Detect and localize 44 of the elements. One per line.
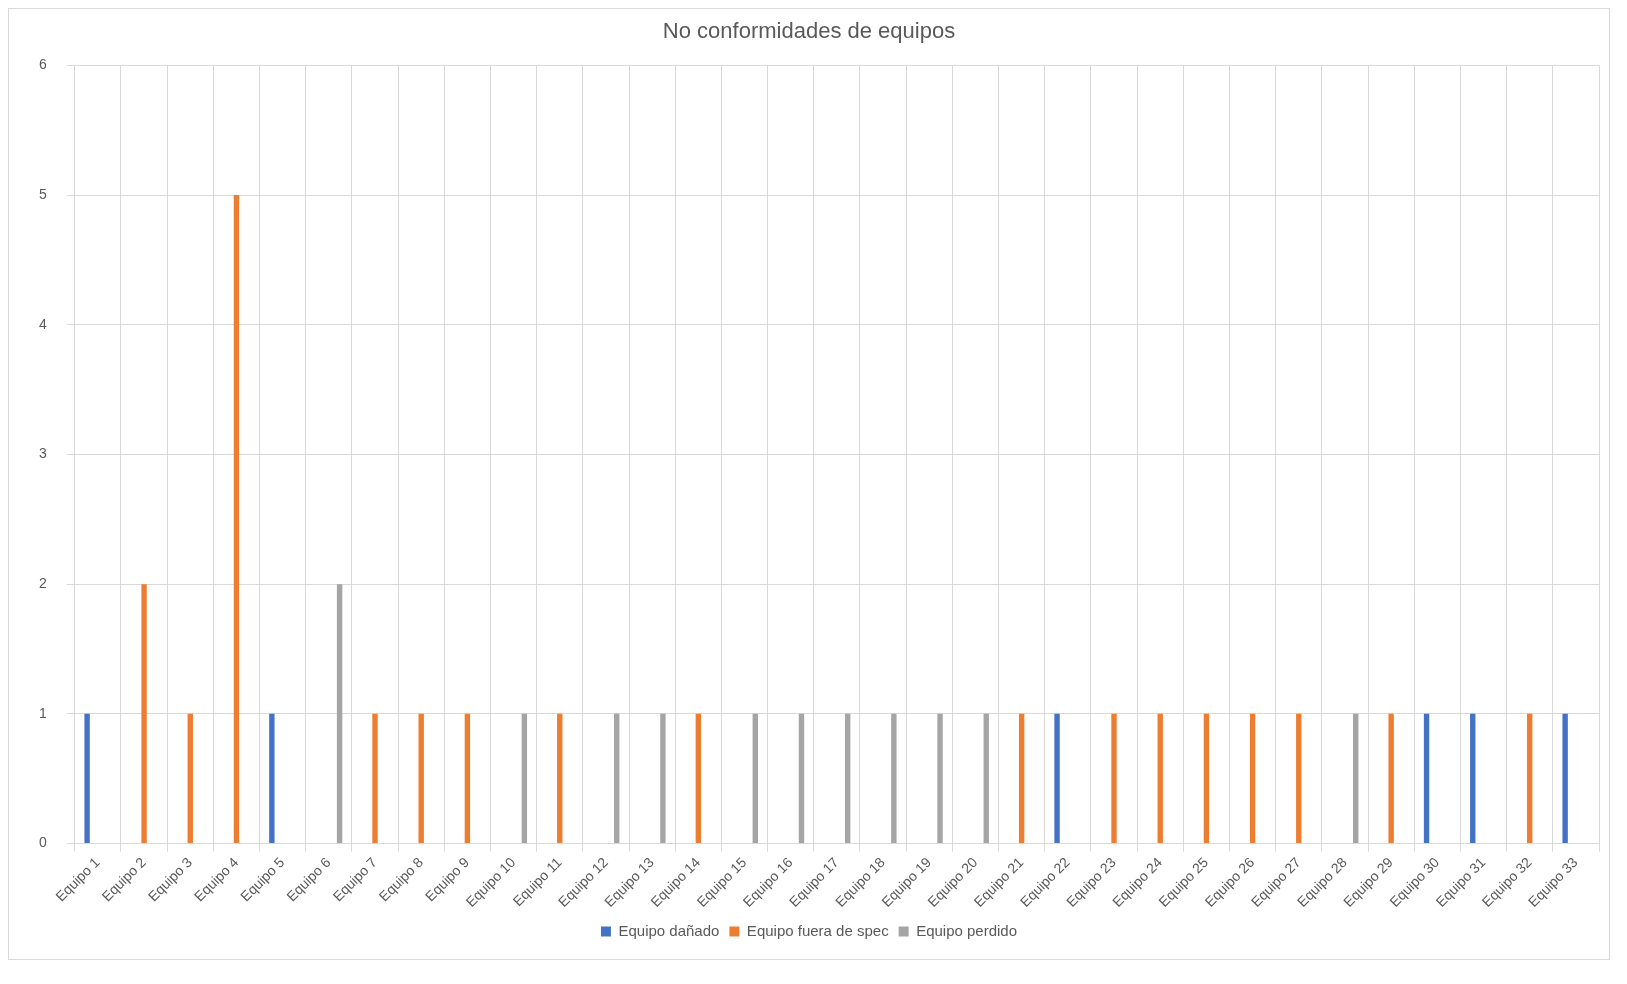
legend-label: Equipo fuera de spec: [746, 921, 890, 939]
bar: [84, 713, 90, 844]
y-tick-label: 6: [38, 56, 47, 73]
bar: [269, 713, 275, 844]
bar: [521, 713, 528, 844]
bar: [1562, 713, 1568, 844]
bar: [1423, 713, 1430, 844]
y-tick-label: 0: [38, 834, 47, 851]
bar: [557, 713, 563, 844]
bar: [660, 713, 666, 844]
bar: [1527, 713, 1533, 844]
bar: [233, 195, 240, 844]
bar: [1203, 713, 1210, 844]
bar: [1470, 713, 1476, 844]
bar: [1249, 713, 1256, 844]
bar: [1054, 713, 1060, 844]
bar: [1353, 713, 1359, 844]
bar: [891, 713, 897, 844]
y-tick-label: 4: [38, 315, 47, 332]
y-tick-label: 1: [38, 704, 47, 721]
bar: [937, 713, 943, 844]
bar: [187, 713, 193, 844]
bar: [1296, 713, 1302, 844]
legend-label: Equipo perdido: [916, 921, 1018, 939]
y-tick-label: 2: [38, 575, 47, 592]
bar: [844, 713, 851, 844]
bar: [336, 584, 343, 844]
bar: [614, 713, 620, 844]
y-tick-label: 5: [38, 185, 47, 202]
bar: [464, 713, 471, 844]
bar: [798, 713, 805, 844]
bar: [1157, 713, 1163, 844]
bar: [418, 713, 424, 844]
bar: [983, 713, 989, 844]
legend-label: Equipo dañado: [618, 921, 720, 939]
bar: [1018, 713, 1025, 844]
bar: [1388, 713, 1394, 844]
bar: [695, 713, 702, 844]
y-tick-label: 3: [38, 445, 47, 462]
bar: [752, 713, 758, 844]
bar: [141, 584, 147, 844]
bar: [1111, 713, 1117, 844]
chart-title: No conformidades de equipos: [662, 18, 956, 44]
bar: [372, 713, 378, 844]
